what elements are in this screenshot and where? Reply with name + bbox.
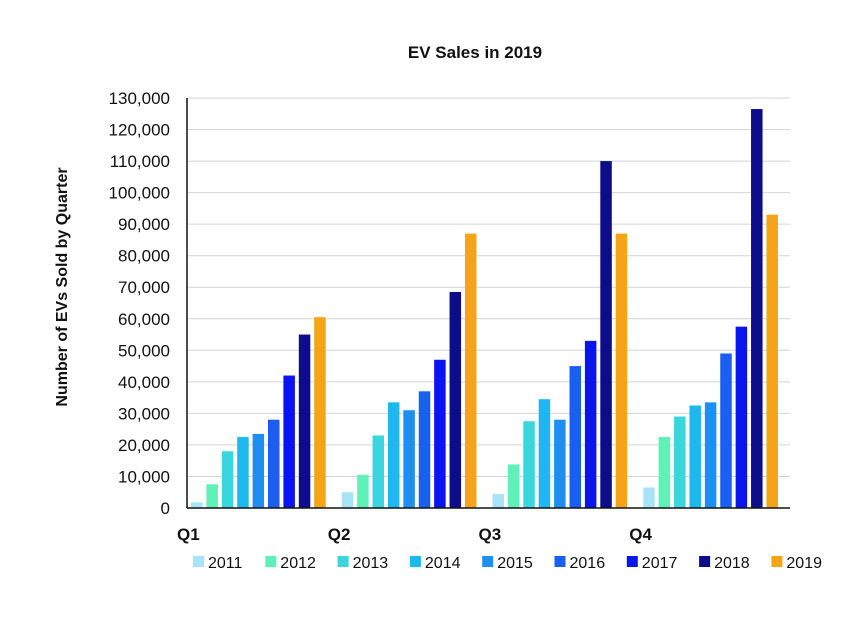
bar-2019-Q3 [615, 233, 628, 508]
y-tick-label: 30,000 [118, 404, 170, 423]
y-tick-labels: 0 10,000 20,000 30,000 40,000 50,000 60,000 70,… [109, 89, 170, 518]
y-tick-label: 20,000 [118, 436, 170, 455]
bar-2017-Q3 [584, 340, 597, 508]
y-tick-label: 100,000 [109, 184, 170, 203]
bar-2016-Q3 [569, 366, 581, 508]
bar-2018-Q4 [751, 109, 763, 509]
bar-2016-Q4 [720, 353, 732, 508]
legend-swatch-2019 [771, 556, 783, 567]
legend-swatch-2014 [409, 556, 421, 567]
legend-swatch-2015 [482, 556, 494, 567]
y-tick-label: 50,000 [118, 341, 170, 360]
bar-2019-Q2 [464, 233, 477, 508]
legend-swatch-2016 [554, 556, 566, 567]
bar-2018-Q1 [298, 334, 311, 508]
bar-2016-Q2 [418, 391, 431, 508]
legend-label-2017: 2017 [642, 555, 678, 572]
x-category-label: Q2 [328, 525, 351, 544]
bar-2018-Q2 [449, 291, 462, 508]
bar-2016-Q1 [268, 419, 280, 508]
bar-2011-Q4 [643, 487, 655, 508]
x-category-labels: Q1 Q2 Q3 Q4 [177, 525, 652, 544]
bar-2012-Q4 [658, 437, 671, 508]
y-tick-label: 90,000 [118, 215, 170, 234]
bar-2017-Q4 [735, 326, 748, 508]
legend-label-2015: 2015 [497, 555, 533, 572]
bar-2012-Q2 [357, 474, 369, 508]
bar-2013-Q2 [372, 435, 385, 508]
bar-2014-Q2 [387, 402, 400, 508]
legend-label-2019: 2019 [786, 555, 822, 572]
legend-swatch-2012 [265, 556, 277, 567]
y-tick-label: 130,000 [109, 89, 170, 108]
bars [191, 109, 778, 509]
bar-2015-Q3 [554, 419, 566, 508]
bar-2012-Q3 [507, 464, 520, 508]
x-category-label: Q3 [479, 525, 502, 544]
bar-2014-Q3 [538, 399, 551, 508]
bar-2011-Q1 [191, 502, 203, 508]
legend-label-2011: 2011 [208, 555, 243, 572]
legend-swatch-2017 [626, 556, 638, 567]
bar-2011-Q3 [492, 493, 504, 508]
legend-label-2018: 2018 [714, 555, 750, 572]
legend-label-2012: 2012 [280, 555, 316, 572]
bar-2015-Q2 [403, 410, 415, 508]
bar-2017-Q2 [434, 359, 446, 508]
y-tick-label: 10,000 [118, 467, 170, 486]
y-tick-label: 70,000 [118, 278, 170, 297]
bar-2015-Q1 [252, 433, 265, 508]
legend-swatch-2011 [193, 556, 204, 567]
legend-swatch-2018 [699, 556, 711, 567]
bar-2013-Q3 [523, 421, 535, 508]
bar-2014-Q4 [689, 405, 701, 508]
bar-2018-Q3 [600, 161, 612, 509]
y-tick-label: 110,000 [110, 152, 170, 171]
bar-2015-Q4 [704, 402, 717, 508]
bar-2013-Q4 [674, 416, 686, 508]
x-category-label: Q4 [629, 525, 652, 544]
x-category-label: Q1 [177, 525, 200, 544]
axes [186, 98, 790, 509]
chart-title: EV Sales in 2019 [408, 43, 542, 62]
bar-2017-Q1 [283, 375, 295, 508]
bar-2019-Q4 [766, 214, 778, 508]
y-axis-label: Number of EVs Sold by Quarter [54, 167, 71, 406]
legend-label-2014: 2014 [425, 555, 461, 572]
bar-2014-Q1 [237, 437, 249, 508]
y-tick-label: 60,000 [118, 310, 170, 329]
bar-2013-Q1 [221, 451, 234, 508]
y-tick-label: 40,000 [118, 373, 170, 392]
bar-2011-Q2 [341, 492, 354, 508]
y-tick-label: 0 [161, 499, 170, 518]
legend-label-2013: 2013 [353, 555, 389, 572]
y-tick-label: 120,000 [109, 121, 170, 140]
legend: 2011 2012 2013 2014 2015 2016 2017 2018 2019 [193, 555, 822, 572]
bar-2012-Q1 [206, 484, 218, 508]
y-tick-label: 80,000 [118, 247, 170, 266]
bar-2019-Q1 [314, 317, 326, 508]
legend-swatch-2013 [337, 556, 349, 567]
legend-label-2016: 2016 [570, 555, 606, 572]
